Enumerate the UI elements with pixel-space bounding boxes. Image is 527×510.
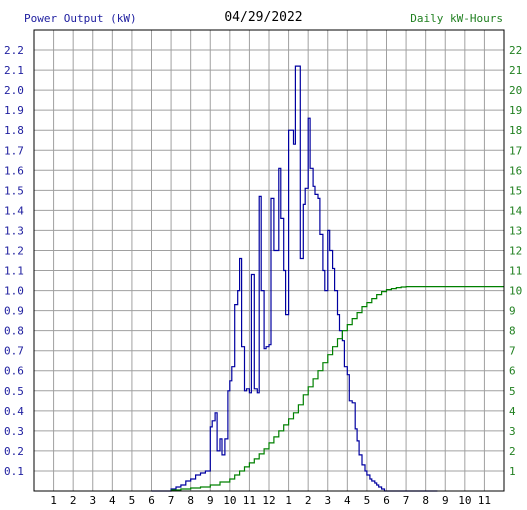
left-tick-label: 1.8 <box>4 124 24 137</box>
left-tick-label: 0.8 <box>4 325 24 338</box>
right-tick-label: 10 <box>509 285 522 298</box>
series-layer <box>151 65 504 492</box>
left-tick-label: 1.2 <box>4 244 24 257</box>
right-tick-label: 9 <box>509 305 516 318</box>
right-tick-label: 8 <box>509 325 516 338</box>
left-tick-label: 0.4 <box>4 405 24 418</box>
right-tick-label: 12 <box>509 244 522 257</box>
right-tick-label: 15 <box>509 184 522 197</box>
left-tick-label: 0.9 <box>4 305 24 318</box>
x-tick-label: 6 <box>383 494 390 507</box>
left-tick-label: 0.6 <box>4 365 24 378</box>
left-tick-label: 1.6 <box>4 164 24 177</box>
left-tick-label: 1.1 <box>4 265 24 278</box>
left-tick-label: 0.2 <box>4 445 24 458</box>
x-tick-label: 8 <box>422 494 429 507</box>
left-tick-label: 0.7 <box>4 345 24 358</box>
left-tick-label: 0.5 <box>4 385 24 398</box>
x-tick-label: 5 <box>364 494 371 507</box>
right-tick-label: 6 <box>509 365 516 378</box>
left-tick-label: 0.3 <box>4 425 24 438</box>
left-tick-label: 1.9 <box>4 104 24 117</box>
right-tick-label: 21 <box>509 64 522 77</box>
right-tick-label: 20 <box>509 84 522 97</box>
left-axis-title: Power Output (kW) <box>24 12 137 25</box>
left-tick-label: 1.5 <box>4 184 24 197</box>
x-tick-label: 6 <box>148 494 155 507</box>
right-tick-label: 2 <box>509 445 516 458</box>
x-tick-label: 4 <box>109 494 116 507</box>
x-tick-label: 9 <box>442 494 449 507</box>
x-tick-label: 11 <box>243 494 256 507</box>
power-output-line <box>151 65 438 492</box>
right-tick-label: 18 <box>509 124 522 137</box>
left-tick-label: 1.7 <box>4 144 24 157</box>
daily-kwh-line <box>171 286 504 491</box>
right-tick-label: 5 <box>509 385 516 398</box>
right-tick-label: 13 <box>509 224 522 237</box>
x-tick-label: 10 <box>223 494 236 507</box>
x-tick-label: 1 <box>50 494 57 507</box>
right-tick-label: 11 <box>509 265 522 278</box>
grid <box>34 30 504 491</box>
right-tick-label: 22 <box>509 44 522 57</box>
right-axis-title: Daily kW-Hours <box>410 12 503 25</box>
x-tick-label: 10 <box>458 494 471 507</box>
left-tick-label: 2.0 <box>4 84 24 97</box>
x-tick-label: 1 <box>285 494 292 507</box>
right-tick-label: 4 <box>509 405 516 418</box>
x-tick-label: 4 <box>344 494 351 507</box>
x-tick-label: 11 <box>478 494 491 507</box>
right-tick-label: 19 <box>509 104 522 117</box>
left-tick-label: 2.2 <box>4 44 24 57</box>
x-tick-label: 12 <box>262 494 275 507</box>
x-tick-label: 2 <box>305 494 312 507</box>
x-tick-label: 7 <box>168 494 175 507</box>
right-tick-label: 16 <box>509 164 522 177</box>
x-tick-label: 7 <box>403 494 410 507</box>
chart-title-date: 04/29/2022 <box>224 10 303 25</box>
left-tick-label: 1.3 <box>4 224 24 237</box>
right-tick-label: 14 <box>509 204 523 217</box>
x-tick-label: 9 <box>207 494 214 507</box>
x-tick-label: 3 <box>89 494 96 507</box>
x-tick-label: 5 <box>129 494 136 507</box>
tick-labels: 0.1 0.2 0.3 0.4 0.5 0.6 0.7 0.8 0.9 1.0 1.1 1.2 1.3 1… <box>4 44 523 507</box>
left-tick-label: 1.0 <box>4 285 24 298</box>
left-tick-label: 2.1 <box>4 64 24 77</box>
x-tick-label: 8 <box>187 494 194 507</box>
right-tick-label: 3 <box>509 425 516 438</box>
left-tick-label: 0.1 <box>4 465 24 478</box>
right-tick-label: 7 <box>509 345 516 358</box>
x-tick-label: 2 <box>70 494 77 507</box>
right-tick-label: 1 <box>509 465 516 478</box>
plot-frame <box>33 29 505 492</box>
right-tick-label: 17 <box>509 144 522 157</box>
x-tick-label: 3 <box>324 494 331 507</box>
left-tick-label: 1.4 <box>4 204 24 217</box>
